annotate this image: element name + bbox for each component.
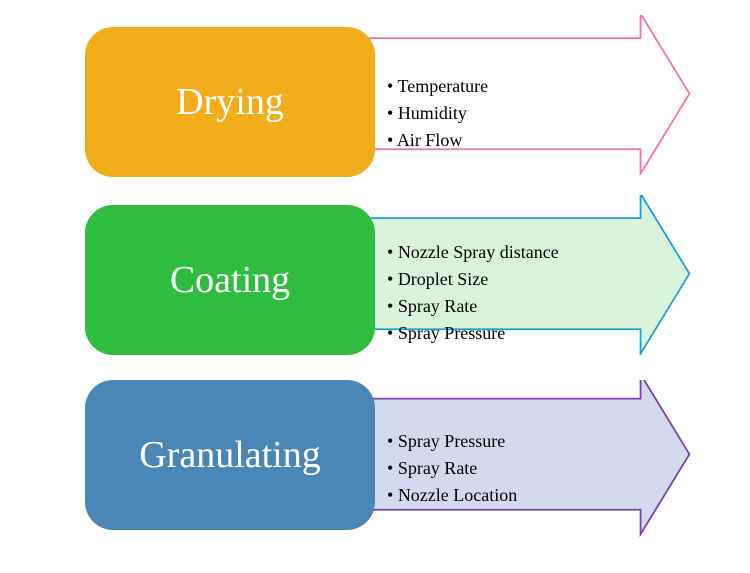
parameter-item: Temperature <box>387 73 663 100</box>
parameter-item: Air Flow <box>387 127 663 154</box>
parameter-item: Nozzle Spray distance <box>387 239 663 266</box>
parameter-list: TemperatureHumidityAir Flow <box>383 73 663 154</box>
parameter-item: Humidity <box>387 100 663 127</box>
parameter-item: Nozzle Location <box>387 482 663 509</box>
parameter-item: Spray Rate <box>387 455 663 482</box>
process-box: Coating <box>85 205 375 355</box>
parameter-list: Nozzle Spray distanceDroplet SizeSpray R… <box>383 239 663 347</box>
parameter-item: Spray Pressure <box>387 428 663 455</box>
parameter-item: Spray Rate <box>387 293 663 320</box>
process-box: Granulating <box>85 380 375 530</box>
process-label: Drying <box>176 80 284 124</box>
parameter-list: Spray PressureSpray RateNozzle Location <box>383 428 663 509</box>
process-label: Granulating <box>139 433 321 477</box>
process-box: Drying <box>85 27 375 177</box>
process-row-2: Granulating Spray PressureSpray RateNozzl… <box>85 380 725 540</box>
process-row-0: Drying TemperatureHumidityAir Flow <box>85 15 725 175</box>
process-label: Coating <box>170 258 290 302</box>
parameter-item: Spray Pressure <box>387 320 663 347</box>
process-row-1: Coating Nozzle Spray distanceDroplet Size… <box>85 195 725 355</box>
parameter-item: Droplet Size <box>387 266 663 293</box>
